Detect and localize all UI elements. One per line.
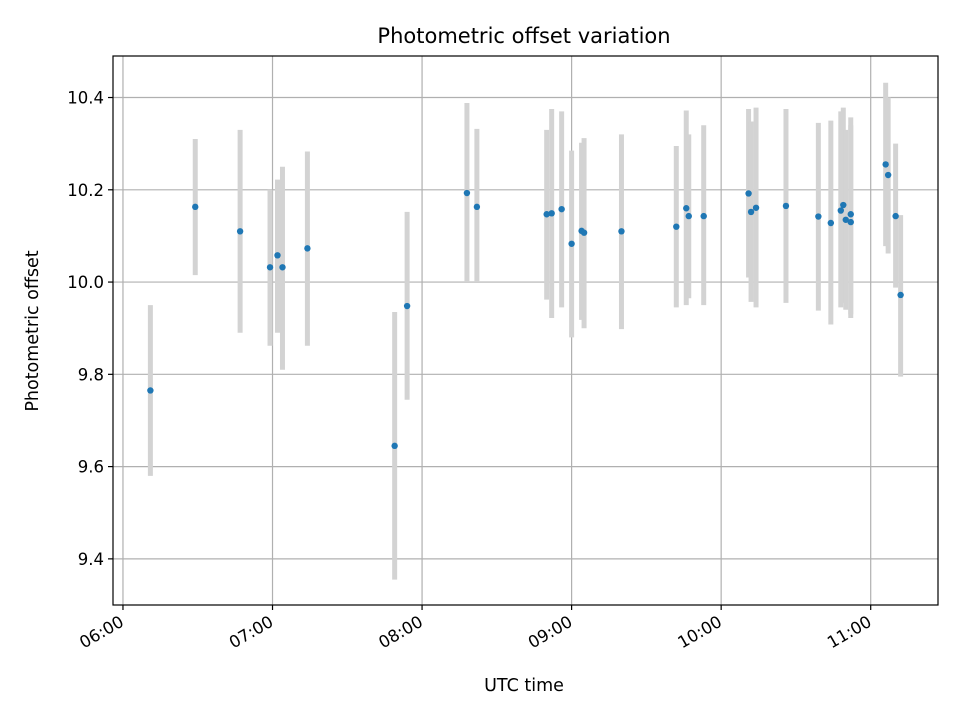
x-axis-label: UTC time [484,676,564,696]
data-point [827,219,835,227]
data-point [847,211,854,218]
data-point [580,229,588,236]
data-point [752,204,760,211]
data-point [847,218,854,226]
data-point [236,228,244,235]
data-point [683,205,690,212]
data-markers [147,161,904,450]
data-point [304,245,311,252]
data-point [463,189,471,197]
data-point [747,208,755,216]
data-point [673,223,680,230]
data-point [840,201,847,209]
y-tick-label: 9.8 [78,365,104,384]
data-point [279,264,286,271]
data-point [745,190,752,197]
data-point [892,212,899,220]
chart-title: Photometric offset variation [377,24,670,48]
data-point [815,213,822,220]
data-point [147,387,154,394]
data-point [543,211,550,218]
plot-frame [112,55,939,606]
data-point [473,203,481,211]
y-axis-label: Photometric offset [23,250,43,411]
data-point [568,240,575,247]
y-axis-ticks: 9.4 9.6 9.8 10.0 10.2 10.4 [67,89,113,569]
y-tick-label: 10.0 [67,273,104,292]
data-point [192,203,199,211]
data-point [837,207,844,214]
data-point [403,302,411,310]
data-point [391,442,398,450]
data-point [274,252,281,259]
data-point [558,205,565,213]
y-tick-label: 10.4 [67,89,104,108]
data-point [842,216,849,223]
data-point [700,212,707,220]
data-point [685,212,692,220]
y-tick-label: 9.4 [78,550,104,569]
y-tick-label: 10.2 [67,181,104,200]
data-point [618,228,625,235]
data-point [266,264,274,271]
y-tick-label: 9.6 [78,458,104,477]
data-point [897,291,904,299]
data-point [884,171,892,179]
grid [113,56,938,605]
data-point [882,161,889,168]
data-point [782,202,790,210]
data-point [548,210,555,217]
